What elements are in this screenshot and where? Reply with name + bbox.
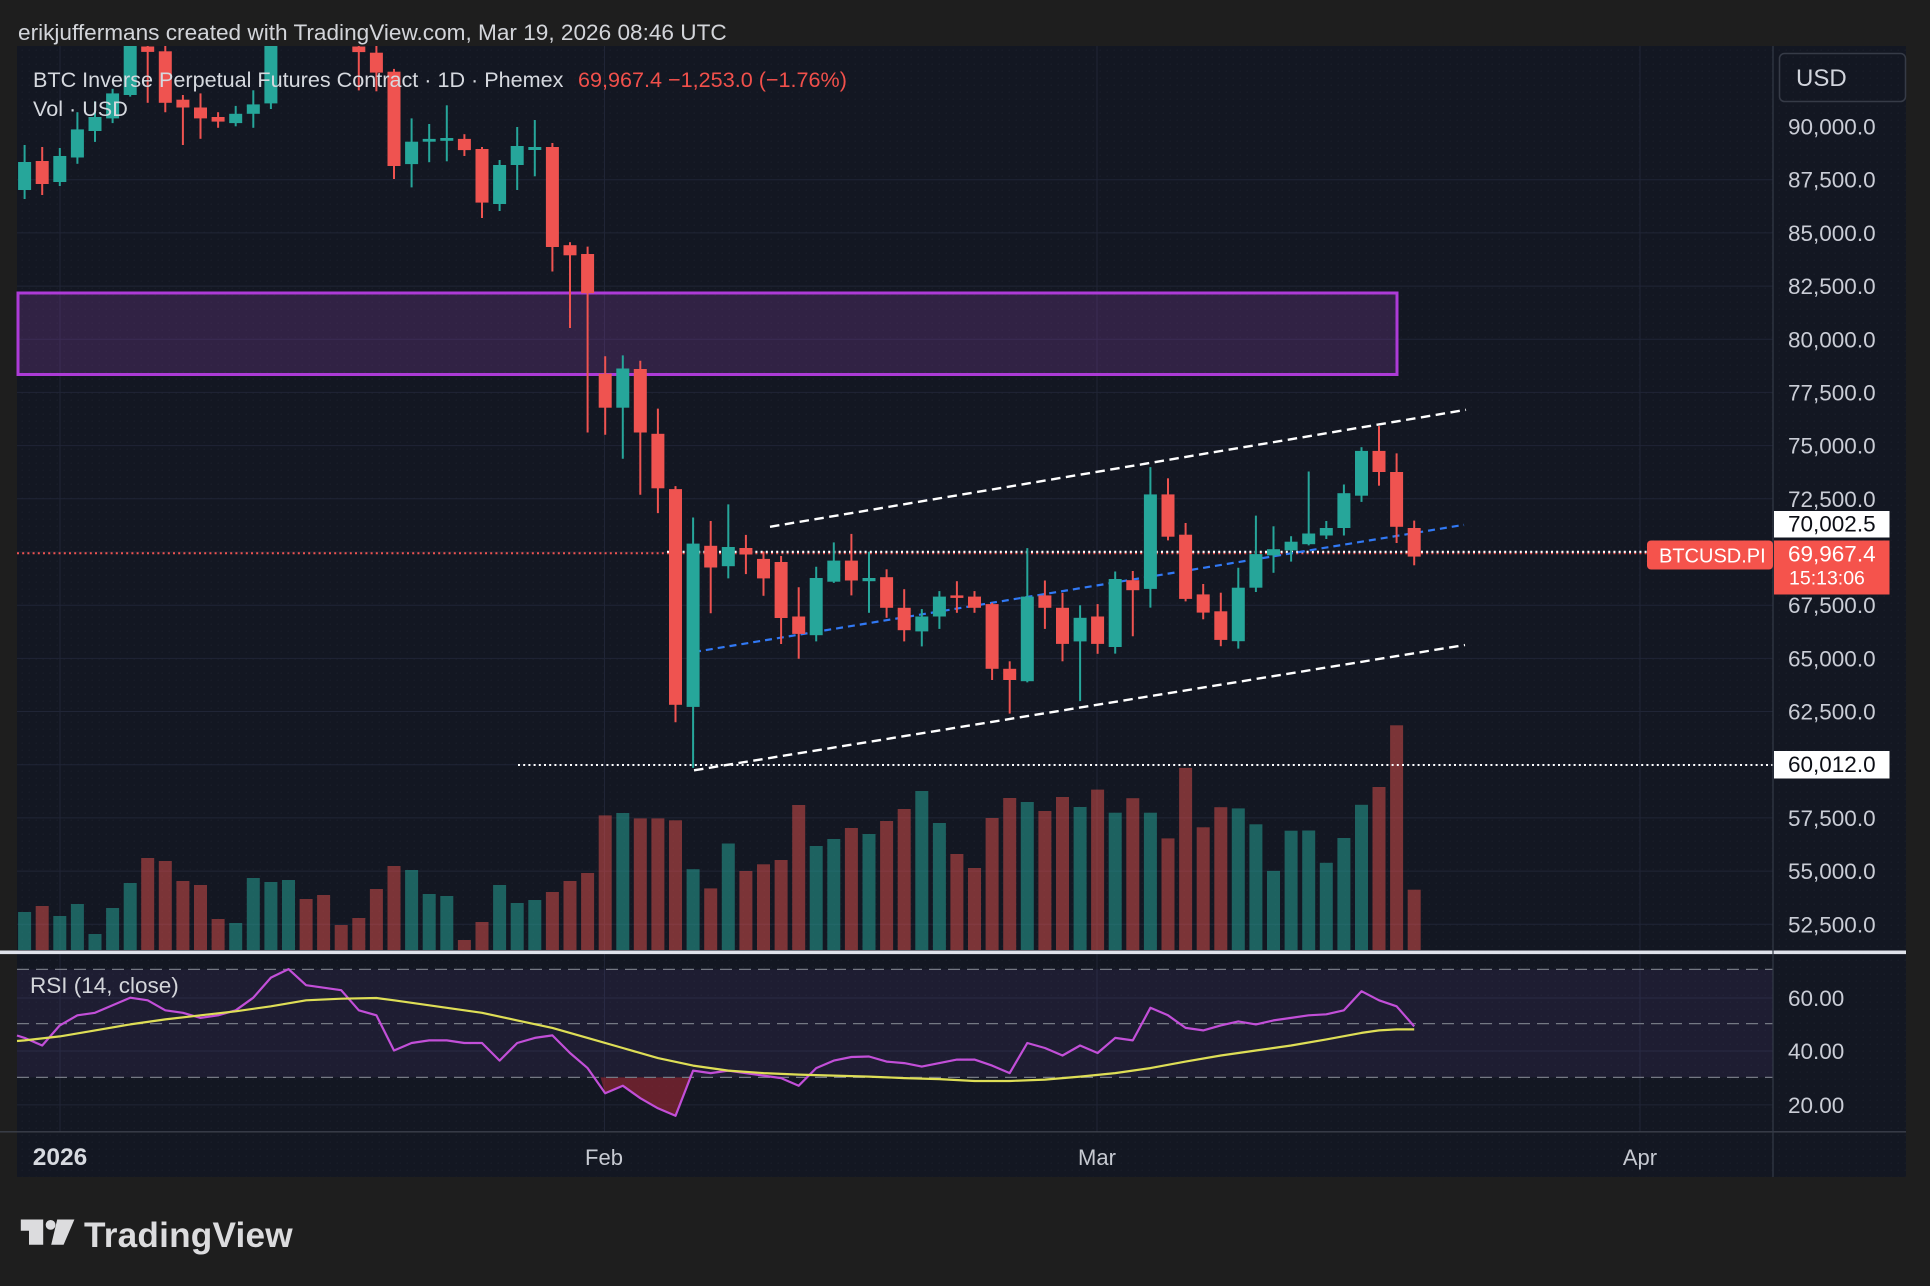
svg-text:15:13:06: 15:13:06 bbox=[1789, 568, 1865, 590]
svg-text:67,500.0: 67,500.0 bbox=[1788, 593, 1876, 618]
svg-text:69,967.4: 69,967.4 bbox=[1788, 542, 1876, 567]
svg-text:TradingView: TradingView bbox=[84, 1216, 293, 1255]
svg-text:70,002.5: 70,002.5 bbox=[1788, 512, 1876, 537]
svg-text:77,500.0: 77,500.0 bbox=[1788, 380, 1876, 405]
svg-text:erikjuffermans created with Tr: erikjuffermans created with TradingView.… bbox=[18, 20, 727, 45]
svg-text:2026: 2026 bbox=[33, 1144, 88, 1171]
svg-text:52,500.0: 52,500.0 bbox=[1788, 912, 1876, 937]
svg-text:85,000.0: 85,000.0 bbox=[1788, 221, 1876, 246]
svg-text:87,500.0: 87,500.0 bbox=[1788, 168, 1876, 193]
svg-text:USD: USD bbox=[1796, 65, 1847, 92]
svg-text:57,500.0: 57,500.0 bbox=[1788, 806, 1876, 831]
svg-text:82,500.0: 82,500.0 bbox=[1788, 274, 1876, 299]
svg-text:BTC Inverse Perpetual Futures: BTC Inverse Perpetual Futures Contract ·… bbox=[33, 67, 564, 92]
svg-text:62,500.0: 62,500.0 bbox=[1788, 700, 1876, 725]
svg-text:Feb: Feb bbox=[585, 1145, 623, 1170]
svg-text:40.00: 40.00 bbox=[1788, 1039, 1844, 1064]
svg-text:80,000.0: 80,000.0 bbox=[1788, 327, 1876, 352]
svg-text:72,500.0: 72,500.0 bbox=[1788, 487, 1876, 512]
svg-text:90,000.0: 90,000.0 bbox=[1788, 115, 1876, 140]
svg-text:69,967.4 −1,253.0 (−1.76%): 69,967.4 −1,253.0 (−1.76%) bbox=[578, 67, 847, 92]
svg-text:BTCUSD.PI: BTCUSD.PI bbox=[1659, 546, 1766, 568]
svg-text:60,012.0: 60,012.0 bbox=[1788, 752, 1876, 777]
svg-text:60.00: 60.00 bbox=[1788, 986, 1844, 1011]
svg-text:20.00: 20.00 bbox=[1788, 1093, 1844, 1118]
svg-text:65,000.0: 65,000.0 bbox=[1788, 646, 1876, 671]
svg-text:55,000.0: 55,000.0 bbox=[1788, 859, 1876, 884]
svg-text:RSI (14, close): RSI (14, close) bbox=[30, 973, 179, 998]
svg-text:Vol · USD: Vol · USD bbox=[33, 96, 128, 121]
svg-text:75,000.0: 75,000.0 bbox=[1788, 434, 1876, 459]
svg-text:Mar: Mar bbox=[1078, 1145, 1116, 1170]
svg-text:Apr: Apr bbox=[1623, 1145, 1657, 1170]
